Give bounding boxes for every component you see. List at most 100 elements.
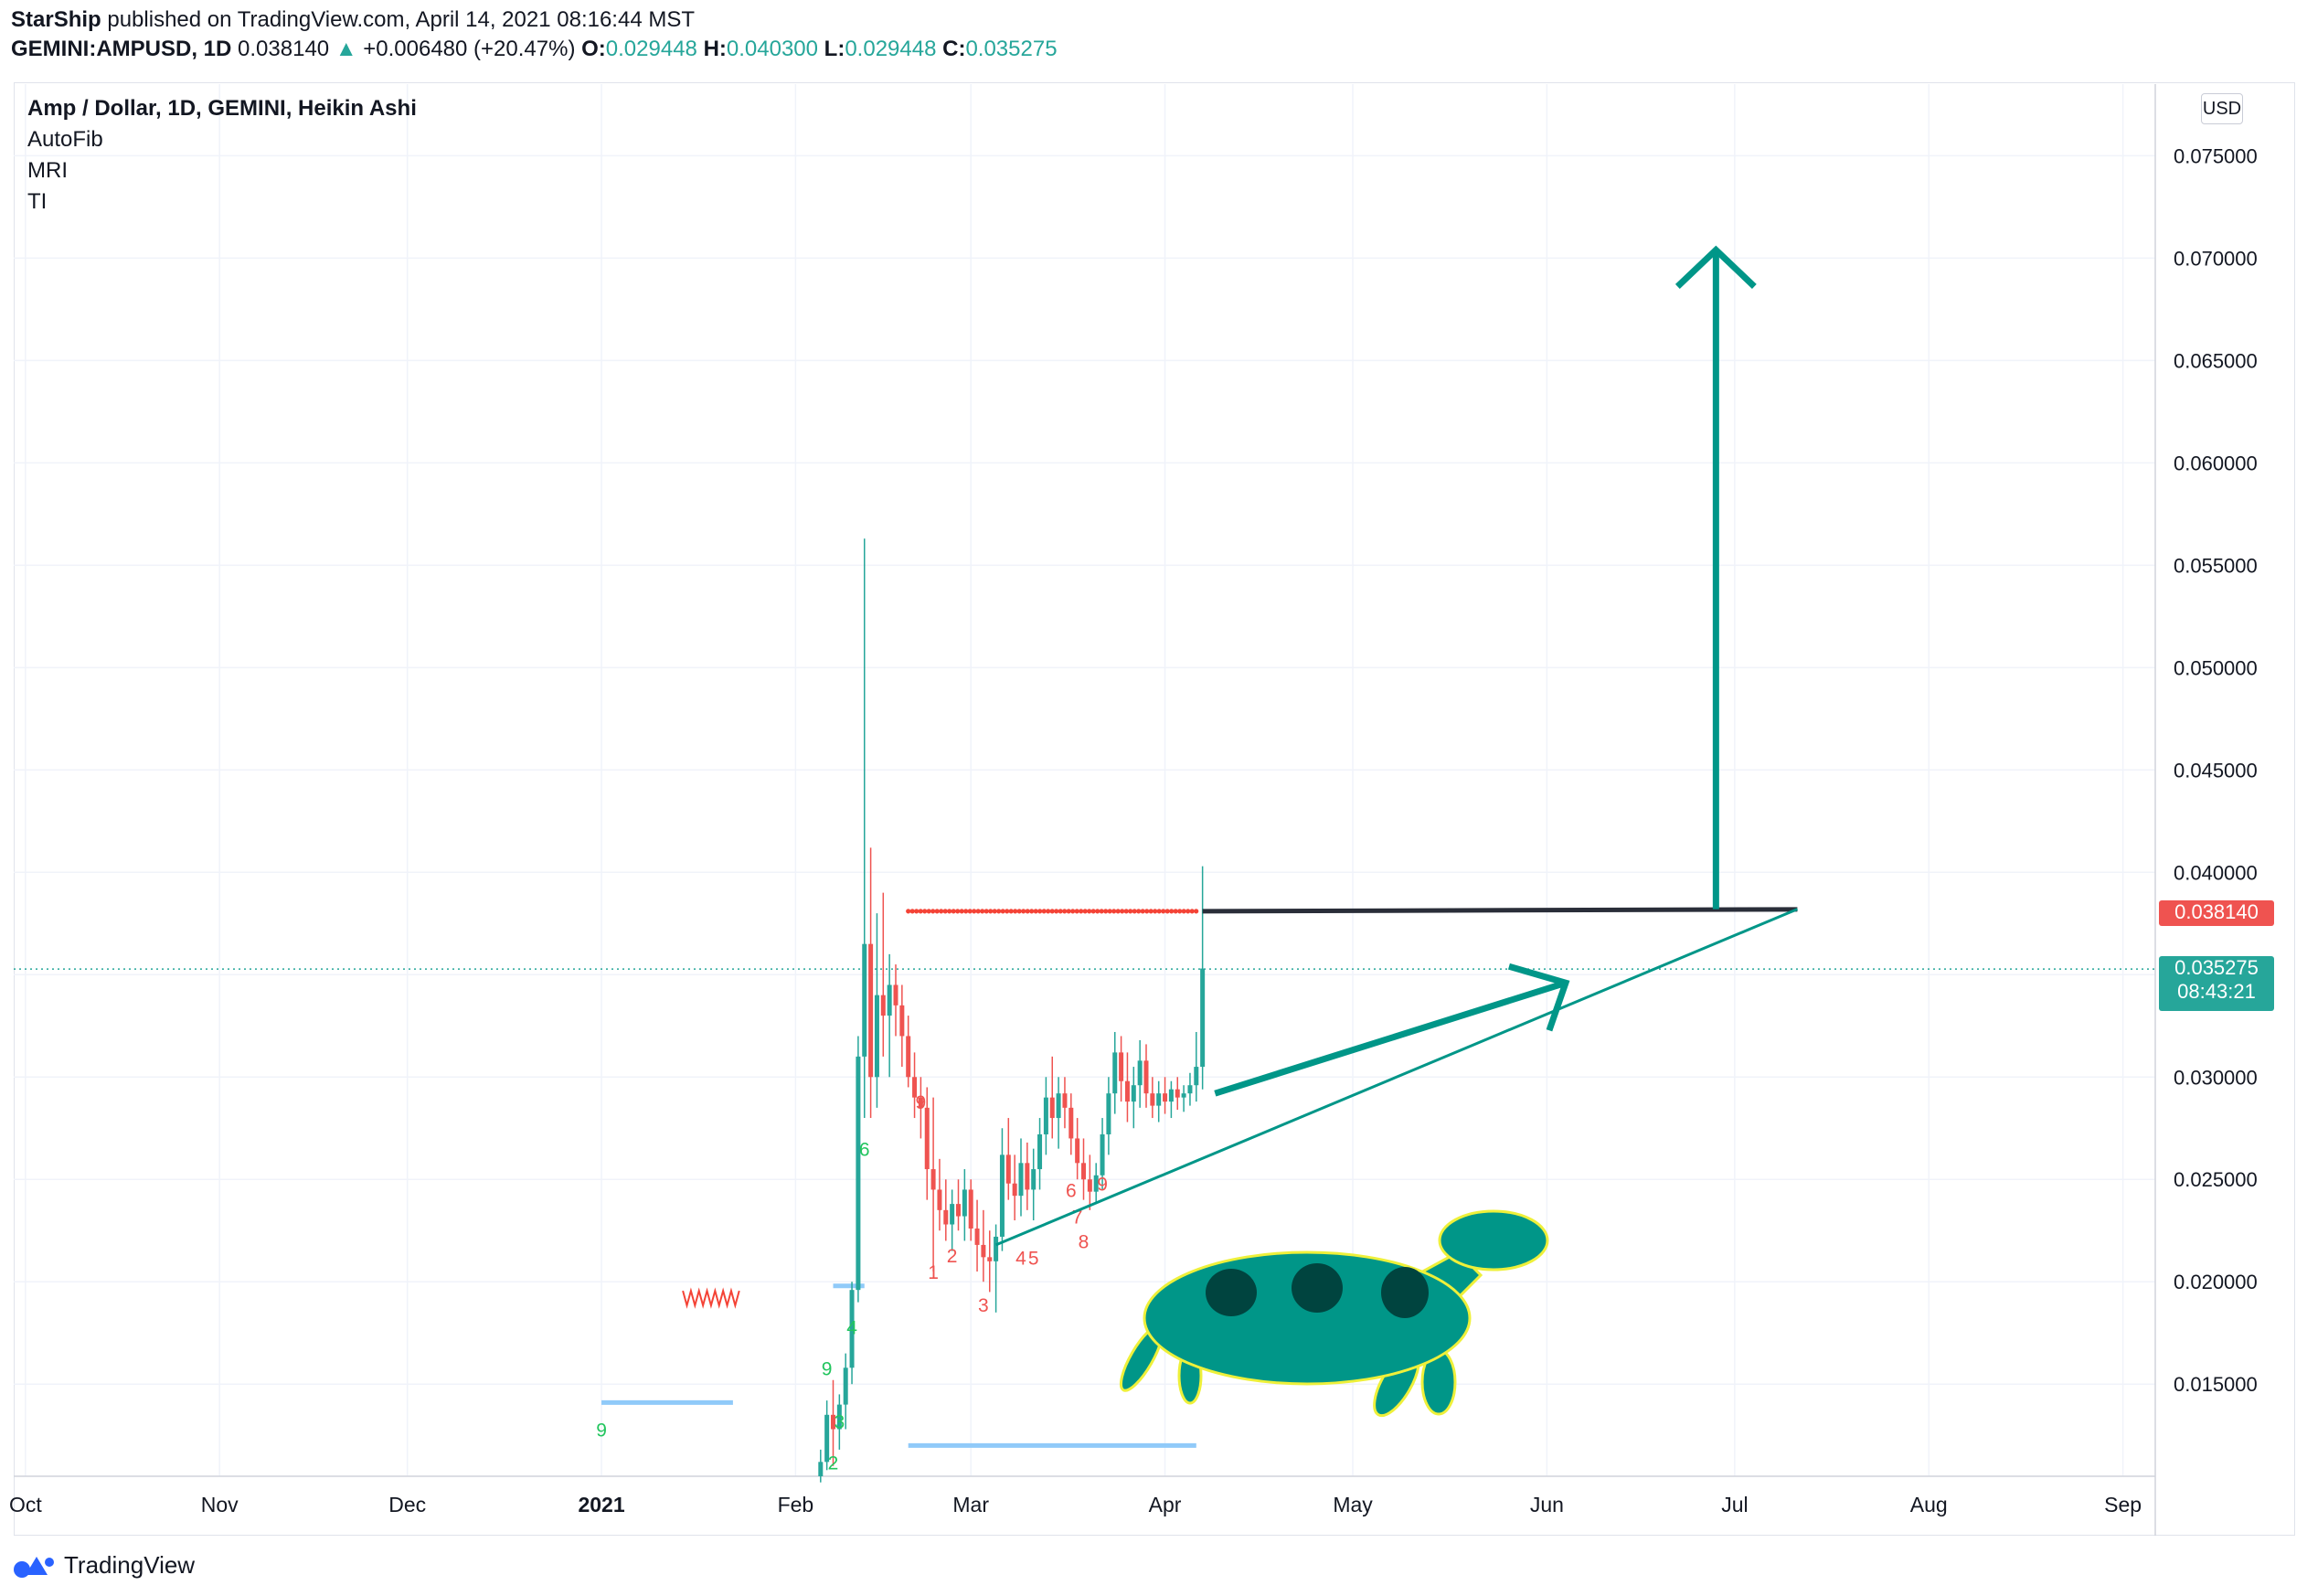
candle-body [1087, 1179, 1092, 1192]
resistance-dot [1120, 909, 1125, 914]
resistance-dot [1140, 909, 1145, 914]
resistance-dot [1144, 909, 1150, 914]
close-label: C: [942, 37, 966, 61]
candle-body [987, 1257, 993, 1261]
price-change: +0.006480 (+20.47%) [363, 37, 576, 61]
time-tick-label: Mar [952, 1493, 989, 1516]
resistance-dot [922, 909, 928, 914]
candle-body [906, 1036, 911, 1078]
legend-indicator-mri[interactable]: MRI [27, 158, 68, 183]
resistance-dot [996, 909, 1002, 914]
sequence-count-label: 6 [1066, 1180, 1077, 1201]
resistance-dot [1103, 909, 1109, 914]
resistance-dot [1148, 909, 1154, 914]
sequence-count-label: 4 [846, 1318, 857, 1339]
candle-body [1075, 1138, 1080, 1164]
resistance-dot [1029, 909, 1035, 914]
sequence-count-label: 7 [1072, 1208, 1083, 1229]
resistance-dot [947, 909, 952, 914]
candle-body [1012, 1183, 1017, 1197]
footer-brand[interactable]: TradingView [13, 1547, 195, 1583]
candle-body [1081, 1163, 1086, 1180]
candle-body [1005, 1154, 1011, 1184]
high-value: 0.040300 [726, 37, 818, 61]
sequence-count-label: 5 [1028, 1248, 1039, 1269]
resistance-line [1202, 907, 1798, 914]
resistance-dot [1079, 909, 1084, 914]
sequence-count-label: 4 [1015, 1248, 1026, 1269]
resistance-dot [906, 909, 911, 914]
chart-frame [14, 82, 2295, 1536]
resistance-dot [1177, 909, 1183, 914]
candle-body [856, 1056, 861, 1291]
resistance-dot [1123, 909, 1129, 914]
candle-body [1106, 1093, 1111, 1134]
high-label: H: [703, 37, 727, 61]
candle-body [1093, 1175, 1099, 1192]
candle-body [937, 1189, 942, 1210]
resistance-dot [1185, 909, 1191, 914]
resistance-dot [1000, 909, 1005, 914]
resistance-dot [930, 909, 936, 914]
resistance-dot [1194, 909, 1199, 914]
price-tick-label: 0.030000 [2174, 1066, 2258, 1089]
time-tick-label: Aug [1910, 1493, 1948, 1516]
sequence-count-label: 9 [596, 1420, 607, 1441]
candle-body [880, 995, 886, 1016]
candle-body [1187, 1085, 1193, 1094]
time-tick-label: Sep [2104, 1493, 2142, 1516]
time-tick-label: Jul [1721, 1493, 1748, 1516]
price-tick-label: 0.070000 [2174, 247, 2258, 270]
candle-body [874, 995, 879, 1078]
resistance-dot [972, 909, 977, 914]
ascending-trendline [995, 908, 1798, 1247]
candle-body [1100, 1133, 1105, 1176]
resistance-dot [1173, 909, 1178, 914]
time-tick-label: Apr [1149, 1493, 1182, 1516]
close-value: 0.035275 [965, 37, 1058, 61]
open-value: 0.029448 [605, 37, 697, 61]
candle-body [1031, 1169, 1037, 1190]
turtle-shell-spot [1292, 1263, 1343, 1313]
resistance-dot [1099, 909, 1104, 914]
candle-body [836, 1404, 842, 1430]
candle-body [1131, 1085, 1136, 1102]
candle-body [849, 1290, 855, 1368]
candle-body [1163, 1093, 1168, 1102]
candle-body [1181, 1093, 1186, 1098]
price-tick-label: 0.055000 [2174, 554, 2258, 577]
candle-body [1124, 1080, 1130, 1102]
candle-body [1150, 1093, 1155, 1106]
currency-button[interactable]: USD [2201, 93, 2243, 124]
sequence-count-label: 2 [828, 1452, 839, 1474]
resistance-dot [1021, 909, 1026, 914]
candle-body [956, 1204, 961, 1217]
sequence-count-label: 9 [916, 1092, 927, 1113]
author-name[interactable]: StarShip [11, 7, 101, 32]
low-label: L: [824, 37, 845, 61]
candle-body [1200, 968, 1206, 1068]
resistance-dot [1058, 909, 1063, 914]
resistance-dot [963, 909, 969, 914]
chart-legend: Amp / Dollar, 1D, GEMINI, Heikin Ashi Au… [27, 93, 417, 218]
close-price-tag-value: 0.035275 [2174, 956, 2259, 979]
legend-indicator-ti[interactable]: TI [27, 189, 48, 214]
resistance-dot [1041, 909, 1047, 914]
resistance-dot [955, 909, 961, 914]
resistance-dot [1181, 909, 1186, 914]
resistance-dot [1016, 909, 1022, 914]
legend-indicator-autofib[interactable]: AutoFib [27, 127, 103, 152]
publish-line: StarShip published on TradingView.com, A… [11, 5, 2296, 35]
resistance-dot [1090, 909, 1096, 914]
legend-title[interactable]: Amp / Dollar, 1D, GEMINI, Heikin Ashi [27, 96, 417, 121]
resistance-dot [1095, 909, 1100, 914]
resistance-dot [1066, 909, 1071, 914]
candle-body [974, 1228, 980, 1245]
candle-body [1137, 1060, 1143, 1086]
candle-body [999, 1154, 1005, 1237]
resistance-dot [959, 909, 964, 914]
time-tick-label: Oct [9, 1493, 42, 1516]
resistance-dot [980, 909, 985, 914]
resistance-dot [951, 909, 956, 914]
